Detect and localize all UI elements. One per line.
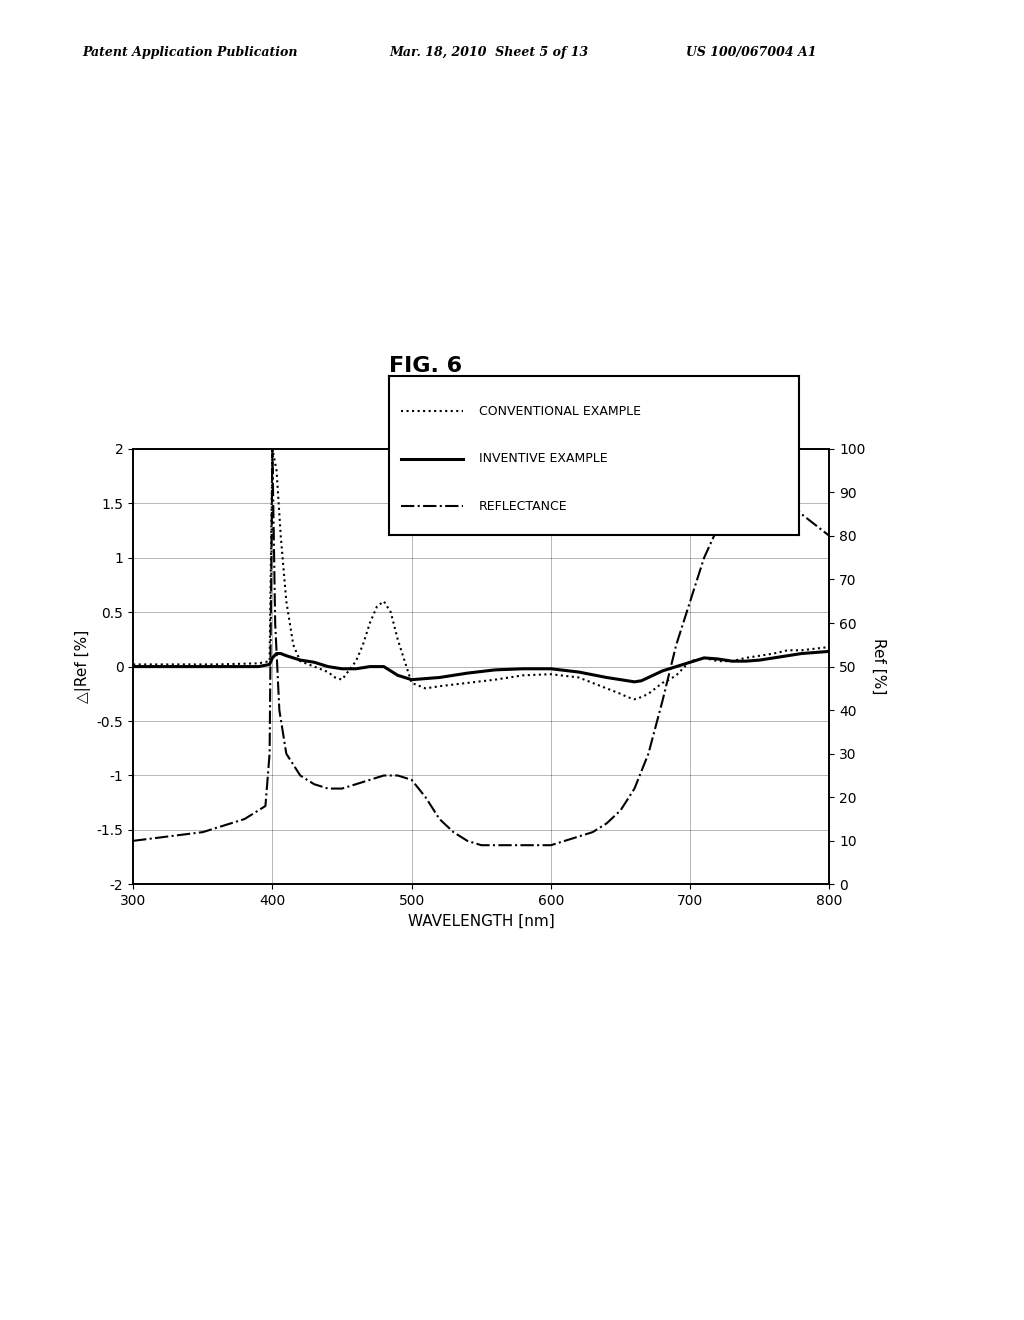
Text: CONVENTIONAL EXAMPLE: CONVENTIONAL EXAMPLE (479, 404, 641, 417)
Text: Patent Application Publication: Patent Application Publication (82, 46, 297, 59)
Text: US 100/067004 A1: US 100/067004 A1 (686, 46, 816, 59)
Text: Mar. 18, 2010  Sheet 5 of 13: Mar. 18, 2010 Sheet 5 of 13 (389, 46, 589, 59)
Text: INVENTIVE EXAMPLE: INVENTIVE EXAMPLE (479, 451, 608, 465)
Text: FIG. 6: FIG. 6 (389, 356, 462, 376)
X-axis label: WAVELENGTH [nm]: WAVELENGTH [nm] (408, 913, 555, 929)
Y-axis label: Ref [%]: Ref [%] (871, 639, 887, 694)
Text: REFLECTANCE: REFLECTANCE (479, 499, 568, 512)
Y-axis label: △|Ref [%]: △|Ref [%] (75, 630, 91, 704)
